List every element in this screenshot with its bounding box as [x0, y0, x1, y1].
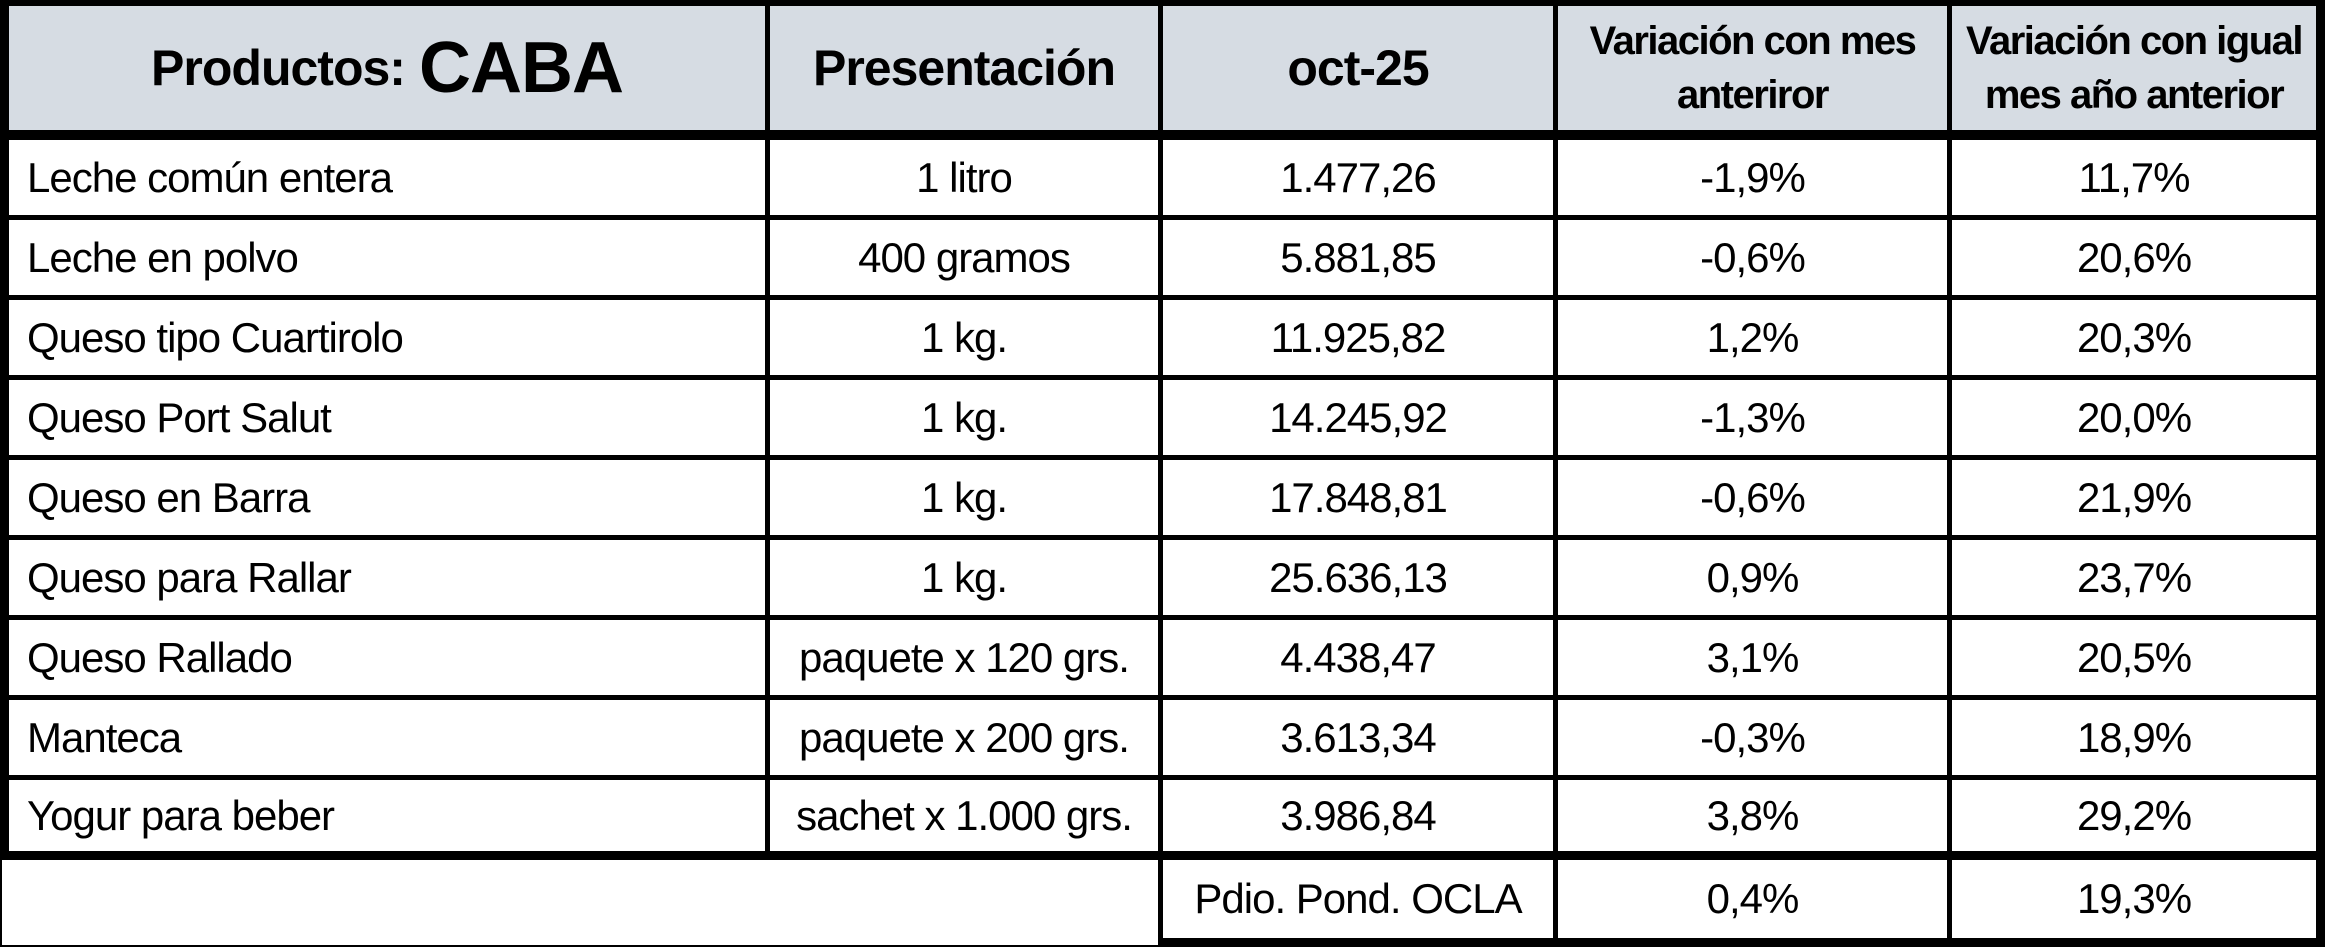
- header-month-cell: oct-25: [1163, 0, 1558, 140]
- variation-month-cell: 3,1%: [1558, 620, 1952, 700]
- price-cell: 17.848,81: [1163, 460, 1558, 540]
- variation-month-cell: -1,3%: [1558, 380, 1952, 460]
- footer-empty-cell: [0, 860, 1163, 947]
- presentation-cell: 1 kg.: [770, 300, 1163, 380]
- variation-year-cell: 20,3%: [1952, 300, 2325, 380]
- variation-year-cell: 29,2%: [1952, 780, 2325, 860]
- product-name-cell: Yogur para beber: [0, 780, 770, 860]
- presentation-cell: 1 kg.: [770, 380, 1163, 460]
- variation-year-cell: 11,7%: [1952, 140, 2325, 220]
- presentation-cell: 1 kg.: [770, 540, 1163, 620]
- header-var-year-cell: Variación con igual mes año anterior: [1952, 0, 2325, 140]
- footer-label-cell: Pdio. Pond. OCLA: [1163, 860, 1558, 947]
- product-name-cell: Manteca: [0, 700, 770, 780]
- price-cell: 3.986,84: [1163, 780, 1558, 860]
- footer-variation-month-cell: 0,4%: [1558, 860, 1952, 947]
- header-presentation-cell: Presentación: [770, 0, 1163, 140]
- price-cell: 4.438,47: [1163, 620, 1558, 700]
- variation-month-cell: -0,6%: [1558, 220, 1952, 300]
- variation-month-cell: -0,3%: [1558, 700, 1952, 780]
- price-cell: 25.636,13: [1163, 540, 1558, 620]
- price-cell: 11.925,82: [1163, 300, 1558, 380]
- price-cell: 1.477,26: [1163, 140, 1558, 220]
- presentation-cell: 1 kg.: [770, 460, 1163, 540]
- variation-year-cell: 20,6%: [1952, 220, 2325, 300]
- presentation-cell: 1 litro: [770, 140, 1163, 220]
- presentation-cell: sachet x 1.000 grs.: [770, 780, 1163, 860]
- header-products-cell: Productos: CABA: [0, 0, 770, 140]
- variation-month-cell: 1,2%: [1558, 300, 1952, 380]
- variation-month-cell: 0,9%: [1558, 540, 1952, 620]
- variation-year-cell: 20,5%: [1952, 620, 2325, 700]
- region-label: CABA: [418, 28, 624, 108]
- presentation-cell: paquete x 200 grs.: [770, 700, 1163, 780]
- price-cell: 3.613,34: [1163, 700, 1558, 780]
- variation-month-cell: -0,6%: [1558, 460, 1952, 540]
- product-name-cell: Queso en Barra: [0, 460, 770, 540]
- product-name-cell: Queso tipo Cuartirolo: [0, 300, 770, 380]
- presentation-cell: 400 gramos: [770, 220, 1163, 300]
- variation-year-cell: 18,9%: [1952, 700, 2325, 780]
- variation-year-cell: 23,7%: [1952, 540, 2325, 620]
- product-name-cell: Queso Port Salut: [0, 380, 770, 460]
- product-name-cell: Leche en polvo: [0, 220, 770, 300]
- products-label: Productos:: [151, 40, 406, 96]
- presentation-cell: paquete x 120 grs.: [770, 620, 1163, 700]
- variation-month-cell: 3,8%: [1558, 780, 1952, 860]
- header-var-month-cell: Variación con mes anteriror: [1558, 0, 1952, 140]
- footer-variation-year-cell: 19,3%: [1952, 860, 2325, 947]
- product-name-cell: Leche común entera: [0, 140, 770, 220]
- price-cell: 5.881,85: [1163, 220, 1558, 300]
- price-cell: 14.245,92: [1163, 380, 1558, 460]
- variation-year-cell: 21,9%: [1952, 460, 2325, 540]
- variation-year-cell: 20,0%: [1952, 380, 2325, 460]
- variation-month-cell: -1,9%: [1558, 140, 1952, 220]
- product-name-cell: Queso Rallado: [0, 620, 770, 700]
- product-name-cell: Queso para Rallar: [0, 540, 770, 620]
